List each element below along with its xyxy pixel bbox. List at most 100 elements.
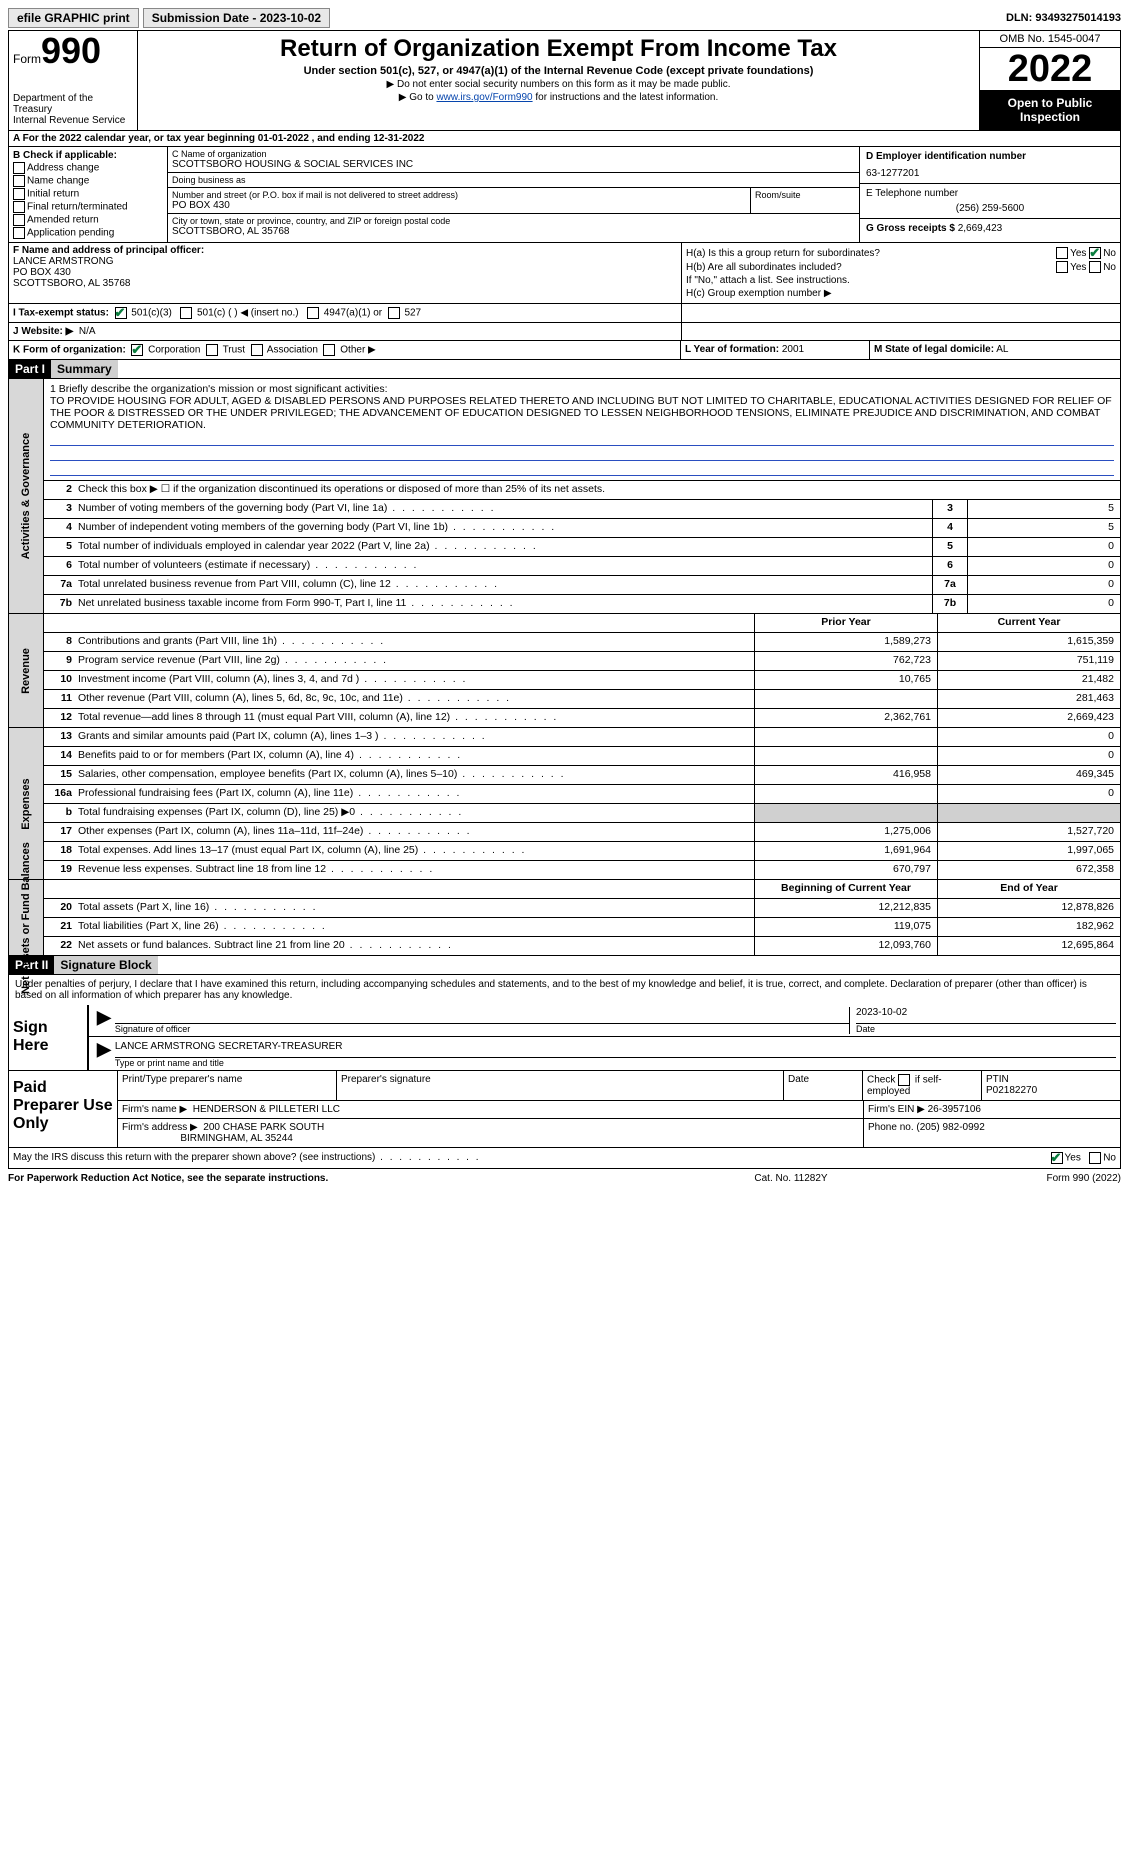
chk-hb-yes[interactable] (1056, 261, 1068, 273)
lbl-other: Other ▶ (340, 345, 375, 356)
tax-status-label: I Tax-exempt status: (13, 308, 109, 319)
dept-label: Department of the Treasury (13, 93, 133, 115)
chk-amended-return[interactable] (13, 214, 25, 226)
prep-name-hdr: Print/Type preparer's name (118, 1071, 337, 1100)
gross-value: 2,669,423 (958, 223, 1003, 234)
chk-discuss-yes[interactable] (1051, 1152, 1063, 1164)
signature-block: Under penalties of perjury, I declare th… (8, 975, 1121, 1071)
line-16a: 16aProfessional fundraising fees (Part I… (44, 785, 1120, 804)
line-4: 4Number of independent voting members of… (44, 519, 1120, 538)
chk-trust[interactable] (206, 344, 218, 356)
irs-link[interactable]: www.irs.gov/Form990 (436, 92, 532, 103)
firm-addr1: 200 CHASE PARK SOUTH (203, 1122, 324, 1133)
chk-discuss-no[interactable] (1089, 1152, 1101, 1164)
lbl-ha-yes: Yes (1070, 248, 1086, 259)
chk-ha-yes[interactable] (1056, 247, 1068, 259)
line-current: 1,997,065 (937, 842, 1120, 860)
note-link-post: for instructions and the latest informat… (533, 92, 719, 103)
hdr-end-year: End of Year (937, 880, 1120, 898)
chk-501c[interactable] (180, 307, 192, 319)
phone-hint: E Telephone number (866, 188, 1114, 199)
line-desc: Net unrelated business taxable income fr… (74, 595, 932, 613)
line-prior (754, 728, 937, 746)
officer-signature-field[interactable] (115, 1007, 849, 1024)
line-value: 0 (967, 557, 1120, 575)
firm-name-label: Firm's name ▶ (122, 1104, 187, 1115)
line-current: 281,463 (937, 690, 1120, 708)
chk-name-change[interactable] (13, 175, 25, 187)
col-d-numbers: D Employer identification number 63-1277… (859, 147, 1120, 242)
line-desc: Grants and similar amounts paid (Part IX… (74, 728, 754, 746)
note-link-pre: ▶ Go to (399, 92, 437, 103)
line-15: 15Salaries, other compensation, employee… (44, 766, 1120, 785)
line-box: 6 (932, 557, 967, 575)
line-desc: Net assets or fund balances. Subtract li… (74, 937, 754, 955)
side-revenue-text: Revenue (20, 648, 32, 694)
part2-header-row: Part II Signature Block (8, 956, 1121, 975)
line-prior (754, 804, 937, 822)
ein-value: 63-1277201 (866, 168, 1114, 179)
chk-527[interactable] (388, 307, 400, 319)
chk-4947[interactable] (307, 307, 319, 319)
chk-application-pending[interactable] (13, 227, 25, 239)
part2-title: Signature Block (54, 956, 157, 974)
chk-self-employed[interactable] (898, 1074, 910, 1086)
chk-ha-no[interactable] (1089, 247, 1101, 259)
line-7a: 7aTotal unrelated business revenue from … (44, 576, 1120, 595)
chk-hb-no[interactable] (1089, 261, 1101, 273)
line-desc: Benefits paid to or for members (Part IX… (74, 747, 754, 765)
efile-button[interactable]: efile GRAPHIC print (8, 8, 139, 28)
ha-label: H(a) Is this a group return for subordin… (686, 248, 1056, 259)
chk-corporation[interactable] (131, 344, 143, 356)
line-current: 1,527,720 (937, 823, 1120, 841)
year-formation-label: L Year of formation: (685, 344, 779, 355)
line-box: 7b (932, 595, 967, 613)
line-desc: Total number of individuals employed in … (74, 538, 932, 556)
state-domicile-value: AL (996, 344, 1008, 355)
ptin-value: P02182270 (986, 1085, 1116, 1096)
col-b-checkboxes: B Check if applicable: Address change Na… (9, 147, 168, 242)
section-fh: F Name and address of principal officer:… (8, 243, 1121, 304)
chk-501c3[interactable] (115, 307, 127, 319)
line-2-desc: Check this box ▶ ☐ if the organization d… (74, 481, 1120, 499)
chk-final-return[interactable] (13, 201, 25, 213)
chk-initial-return[interactable] (13, 188, 25, 200)
mission-rule (50, 448, 1114, 461)
prep-date-hdr: Date (784, 1071, 863, 1100)
col-c-org-info: C Name of organization SCOTTSBORO HOUSIN… (168, 147, 859, 242)
mission-text: TO PROVIDE HOUSING FOR ADULT, AGED & DIS… (50, 395, 1114, 431)
lbl-501c: 501(c) ( ) ◀ (insert no.) (197, 308, 299, 319)
chk-address-change[interactable] (13, 162, 25, 174)
line-prior: 1,691,964 (754, 842, 937, 860)
mission-rule (50, 433, 1114, 446)
row-a-tax-year: A For the 2022 calendar year, or tax yea… (8, 131, 1121, 147)
org-name-hint: C Name of organization (172, 149, 855, 159)
line-prior: 2,362,761 (754, 709, 937, 727)
side-governance: Activities & Governance (9, 379, 44, 613)
officer-name-title-label: Type or print name and title (115, 1058, 1116, 1068)
h-note: If "No," attach a list. See instructions… (686, 275, 850, 286)
prep-phone-label: Phone no. (868, 1122, 914, 1133)
section-net-assets: Net Assets or Fund Balances Beginning of… (8, 880, 1121, 956)
firm-addr-label: Firm's address ▶ (122, 1122, 198, 1133)
sig-arrow-icon: ▶ (93, 1039, 115, 1068)
chk-other[interactable] (323, 344, 335, 356)
officer-addr1: PO BOX 430 (13, 267, 677, 278)
header-left: Form990 Department of the Treasury Inter… (9, 31, 138, 130)
line-prior: 416,958 (754, 766, 937, 784)
mission-block: 1 Briefly describe the organization's mi… (44, 379, 1120, 481)
city-value: SCOTTSBORO, AL 35768 (172, 226, 855, 237)
form-org-label: K Form of organization: (13, 345, 126, 356)
note-ssn: ▶ Do not enter social security numbers o… (146, 79, 971, 90)
section-governance: Activities & Governance 1 Briefly descri… (8, 379, 1121, 614)
year-formation-value: 2001 (782, 344, 804, 355)
dba-hint: Doing business as (172, 175, 855, 185)
lbl-association: Association (267, 345, 318, 356)
chk-association[interactable] (251, 344, 263, 356)
lbl-hb-no: No (1103, 262, 1116, 273)
section-revenue: Revenue Prior Year Current Year 8Contrib… (8, 614, 1121, 728)
submission-date-button[interactable]: Submission Date - 2023-10-02 (143, 8, 330, 28)
lbl-corporation: Corporation (148, 345, 200, 356)
line-current (937, 804, 1120, 822)
firm-ein-value: 26-3957106 (928, 1104, 981, 1115)
